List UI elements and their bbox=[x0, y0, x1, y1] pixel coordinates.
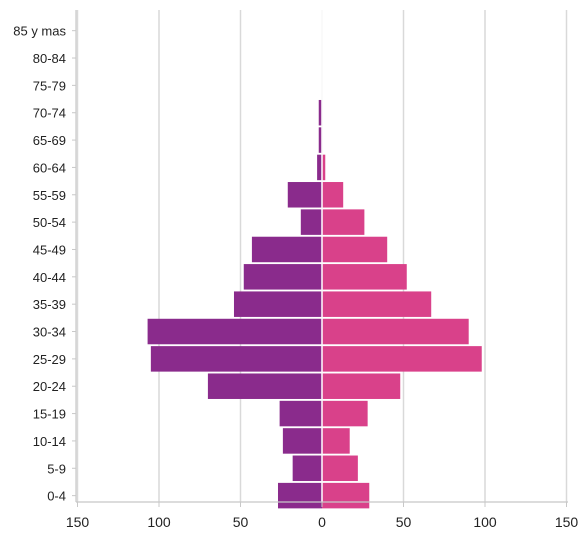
bar-right-0-4 bbox=[322, 482, 370, 509]
bar-left-10-14 bbox=[282, 428, 322, 454]
bar-left-15-19 bbox=[279, 400, 322, 427]
bar-left-50-54 bbox=[300, 209, 322, 235]
axis-layer bbox=[72, 10, 568, 507]
bar-right-55-59 bbox=[322, 182, 344, 208]
bar-right-15-19 bbox=[322, 400, 368, 427]
x-tick-label: 100 bbox=[147, 514, 171, 530]
x-tick-label: 50 bbox=[396, 514, 412, 530]
bar-right-30-34 bbox=[322, 318, 469, 345]
bar-right-25-29 bbox=[322, 346, 482, 372]
bar-left-55-59 bbox=[287, 182, 322, 208]
y-tick-label: 75-79 bbox=[33, 78, 66, 93]
bar-right-20-24 bbox=[322, 373, 401, 399]
x-tick-label: 100 bbox=[473, 514, 497, 530]
bar-left-65-69 bbox=[318, 127, 322, 153]
y-tick-label: 45-49 bbox=[33, 242, 66, 257]
bar-right-5-9 bbox=[322, 455, 358, 482]
y-tick-label: 40-44 bbox=[33, 270, 66, 285]
bar-right-60-64 bbox=[322, 154, 326, 181]
x-tick-label: 150 bbox=[66, 514, 90, 530]
bar-left-0-4 bbox=[277, 482, 322, 509]
bar-right-45-49 bbox=[322, 236, 388, 263]
y-tick-label: 15-19 bbox=[33, 407, 66, 422]
y-tick-label: 10-14 bbox=[33, 434, 66, 449]
bar-right-10-14 bbox=[322, 428, 350, 454]
bar-left-20-24 bbox=[207, 373, 322, 399]
y-tick-label: 35-39 bbox=[33, 297, 66, 312]
bar-left-40-44 bbox=[243, 264, 322, 290]
y-tick-label: 5-9 bbox=[47, 461, 66, 476]
bar-right-50-54 bbox=[322, 209, 365, 235]
y-tick-label: 70-74 bbox=[33, 106, 66, 121]
x-tick-label: 50 bbox=[233, 514, 249, 530]
bar-right-35-39 bbox=[322, 291, 432, 317]
bar-right-40-44 bbox=[322, 264, 407, 290]
y-tick-label: 65-69 bbox=[33, 133, 66, 148]
bars-layer bbox=[147, 10, 482, 509]
y-tick-label: 85 y mas bbox=[13, 24, 66, 39]
y-tick-label: 60-64 bbox=[33, 160, 66, 175]
bar-left-70-74 bbox=[318, 99, 322, 126]
bar-left-35-39 bbox=[233, 291, 322, 317]
y-tick-label: 25-29 bbox=[33, 352, 66, 367]
bar-left-30-34 bbox=[147, 318, 322, 345]
y-tick-label: 55-59 bbox=[33, 188, 66, 203]
bar-left-45-49 bbox=[251, 236, 322, 263]
x-axis-labels: 150 100 50 0 50 100 150 bbox=[66, 514, 579, 530]
y-tick-label: 30-34 bbox=[33, 325, 66, 340]
bar-left-25-29 bbox=[150, 346, 322, 372]
y-axis-labels: 85 y mas 80-84 75-79 70-74 65-69 60-64 55-59 50… bbox=[13, 24, 66, 504]
y-tick-label: 0-4 bbox=[47, 489, 66, 504]
x-tick-label: 150 bbox=[555, 514, 579, 530]
y-tick-label: 20-24 bbox=[33, 379, 66, 394]
y-tick-label: 50-54 bbox=[33, 215, 66, 230]
y-tick-label: 80-84 bbox=[33, 51, 66, 66]
bar-left-5-9 bbox=[292, 455, 322, 482]
x-tick-label: 0 bbox=[318, 514, 326, 530]
bar-left-60-64 bbox=[317, 154, 322, 181]
